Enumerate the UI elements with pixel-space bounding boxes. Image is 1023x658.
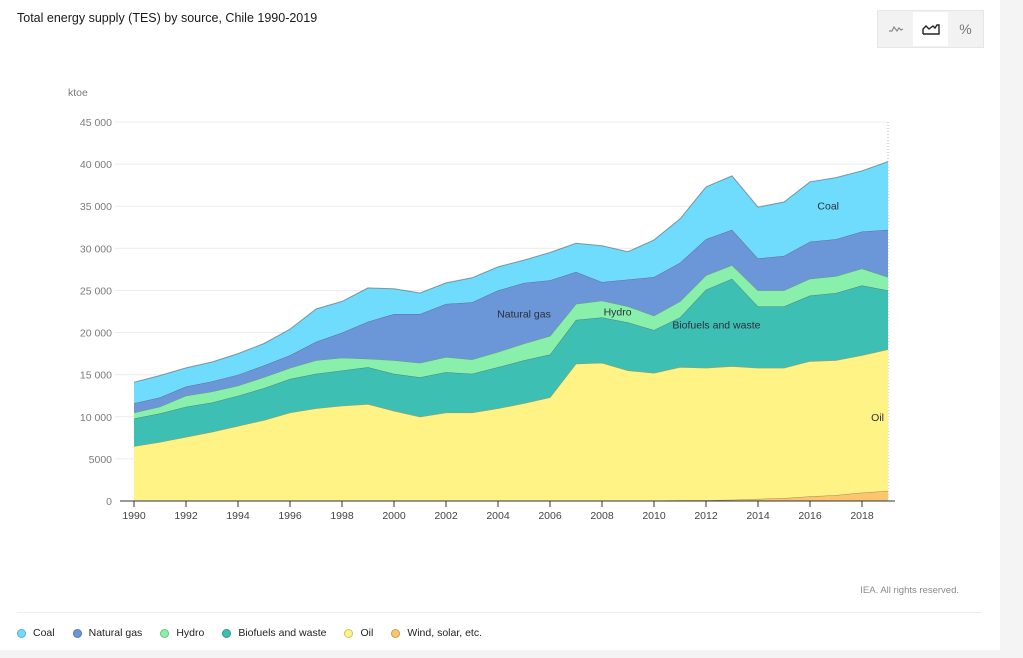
x-tick-label: 1992: [174, 510, 198, 522]
legend-label: Oil: [360, 627, 374, 639]
percent-toggle[interactable]: %: [948, 11, 983, 47]
legend-item-coal[interactable]: Coal: [17, 627, 55, 639]
legend-label: Coal: [33, 627, 55, 639]
y-tick-label: 5000: [89, 454, 113, 466]
area-wind-solar-etc: [134, 490, 888, 501]
chart-title: Total energy supply (TES) by source, Chi…: [17, 11, 318, 25]
y-tick-label: 30 000: [80, 243, 112, 255]
legend-label: Wind, solar, etc.: [407, 627, 483, 639]
legend-dot-biofuels: [222, 628, 232, 638]
legend: Coal Natural gas Hydro Biofuels and wast…: [17, 627, 482, 639]
credit-text: IEA. All rights reserved.: [860, 585, 959, 596]
chart-card: Total energy supply (TES) by source, Chi…: [0, 0, 1000, 650]
x-tick-label: 2016: [798, 510, 822, 522]
area-label: Natural gas: [497, 308, 551, 320]
area-coal: [134, 161, 888, 404]
stacked-area-chart: 0 5000 10 000 15 000 20 000 25 000 30 000 35 00…: [68, 87, 895, 522]
y-tick-label: 40 000: [80, 159, 112, 171]
legend-label: Hydro: [176, 627, 205, 639]
area-edge-coal: [133, 161, 889, 383]
y-tick-label: 15 000: [80, 370, 112, 382]
chart-type-toggle: %: [877, 10, 984, 48]
legend-dot-hydro: [160, 628, 170, 638]
y-tick-label: 20 000: [80, 328, 112, 340]
legend-divider: [17, 612, 982, 613]
area-chart-toggle[interactable]: [913, 12, 948, 46]
y-axis: 0 5000 10 000 15 000 20 000 25 000 30 000 35 00…: [80, 117, 112, 508]
legend-dot-wind-solar: [391, 628, 401, 638]
area-oil: [134, 349, 888, 501]
x-tick-label: 1996: [278, 510, 302, 522]
area-chart-icon: [921, 24, 940, 35]
x-tick-label: 2012: [694, 510, 718, 522]
y-axis-label: ktoe: [68, 87, 88, 99]
area-label: Coal: [817, 201, 839, 213]
legend-item-hydro[interactable]: Hydro: [160, 627, 204, 639]
x-tick-label: 2004: [486, 510, 510, 522]
area-label: Oil: [871, 412, 884, 424]
legend-dot-natural-gas: [72, 628, 82, 638]
area-label: Biofuels and waste: [672, 319, 760, 331]
area-biofuels-and-waste: [134, 278, 888, 447]
legend-label: Biofuels and waste: [238, 627, 327, 639]
area-labels: Natural gas Hydro Biofuels and waste Coal Oi…: [497, 201, 884, 424]
x-tick-label: 2006: [538, 510, 562, 522]
x-tick-label: 2000: [382, 510, 406, 522]
percent-icon: %: [959, 21, 972, 37]
x-tick-label: 1994: [226, 510, 250, 522]
line-chart-toggle[interactable]: [878, 11, 913, 47]
y-tick-label: 25 000: [80, 285, 112, 297]
line-chart-icon: [888, 25, 903, 33]
legend-item-natural-gas[interactable]: Natural gas: [72, 627, 143, 639]
y-tick-label: 0: [106, 496, 112, 508]
legend-dot-coal: [17, 628, 26, 638]
x-tick-label: 2018: [850, 510, 874, 522]
x-tick-label: 1998: [330, 510, 354, 522]
y-tick-label: 45 000: [80, 117, 112, 129]
x-tick-label: 2008: [590, 510, 614, 522]
y-tick-label: 35 000: [80, 201, 112, 213]
x-axis: 1990 1992 1994 1996 1998 2000 2002 2004 2006 2008…: [120, 500, 895, 522]
area-series: [133, 161, 889, 502]
legend-item-biofuels[interactable]: Biofuels and waste: [222, 627, 326, 639]
x-tick-label: 1990: [122, 510, 146, 522]
area-hydro: [134, 265, 888, 419]
x-tick-label: 2010: [642, 510, 666, 522]
legend-dot-oil: [344, 628, 354, 638]
legend-label: Natural gas: [88, 627, 143, 639]
legend-item-oil[interactable]: Oil: [344, 627, 373, 639]
area-natural-gas: [134, 229, 888, 413]
x-tick-label: 2014: [746, 510, 770, 522]
x-tick-label: 2002: [434, 510, 458, 522]
y-tick-label: 10 000: [80, 412, 112, 424]
legend-item-wind-solar[interactable]: Wind, solar, etc.: [391, 627, 482, 639]
area-label: Hydro: [604, 307, 632, 319]
